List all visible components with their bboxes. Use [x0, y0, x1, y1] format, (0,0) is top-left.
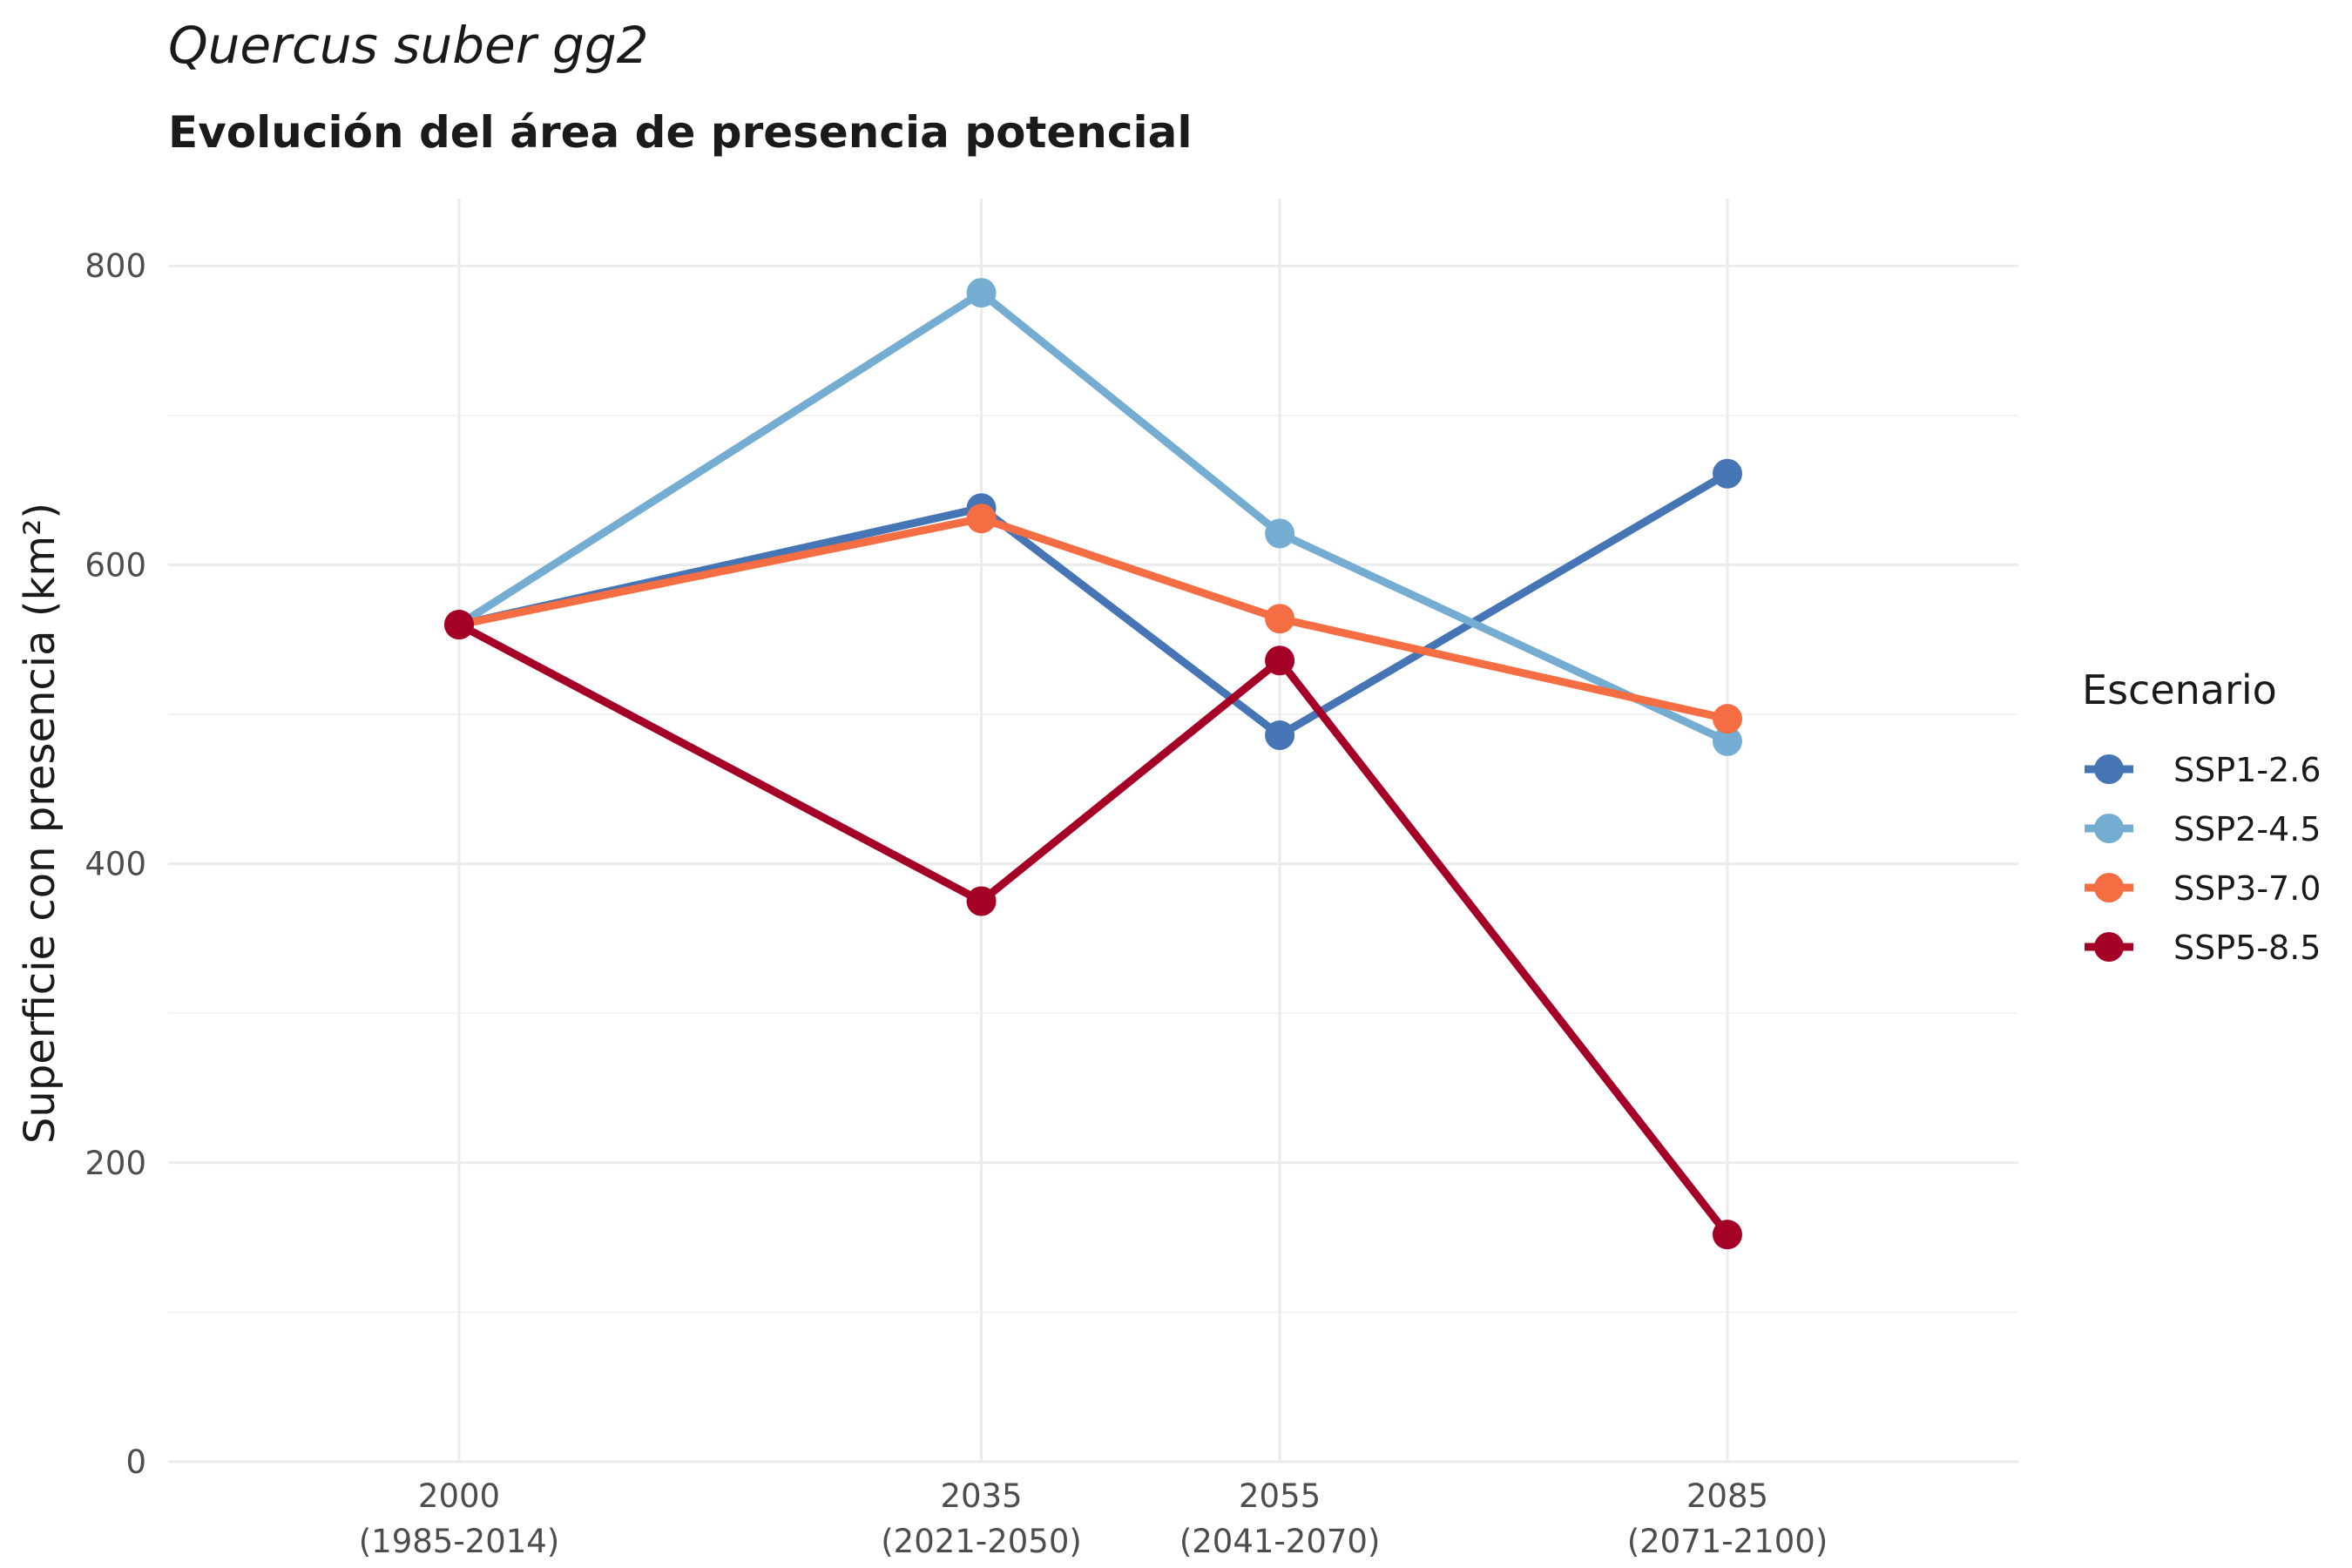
data-point-ssp1-2-6 [1712, 458, 1742, 489]
legend-key-point-ssp1-2-6 [2094, 754, 2124, 784]
legend-key-point-ssp5-8-5 [2094, 932, 2124, 962]
x-tick-sublabel: (1985-2014) [359, 1523, 560, 1560]
y-axis-title: Superficie con presencia (km²) [16, 503, 64, 1144]
series-line-ssp1-2-6 [458, 470, 1730, 740]
data-point-ssp3-7-0 [1712, 704, 1742, 734]
legend-key-point-ssp3-7-0 [2094, 873, 2124, 902]
data-point-ssp5-8-5 [444, 610, 475, 640]
y-tick-label: 0 [125, 1443, 146, 1481]
x-tick-label: 2055 [1239, 1477, 1321, 1515]
series-line-ssp2-4-5 [456, 288, 1729, 745]
data-point-ssp2-4-5 [1265, 518, 1295, 549]
series-line-ssp5-8-5 [456, 621, 1731, 1237]
legend-label-ssp5-8-5: SSP5-8.5 [2173, 929, 2321, 967]
legend-label-ssp2-4-5: SSP2-4.5 [2173, 810, 2321, 848]
series-layer [444, 278, 1742, 1250]
legend-label-ssp3-7-0: SSP3-7.0 [2173, 869, 2321, 908]
data-point-ssp2-4-5 [1712, 726, 1742, 756]
legend-key-point-ssp2-4-5 [2094, 814, 2124, 843]
data-point-ssp5-8-5 [1712, 1220, 1742, 1250]
chart-title: Quercus suber gg2 [168, 16, 649, 75]
data-point-ssp3-7-0 [966, 504, 997, 534]
data-point-ssp1-2-6 [1265, 720, 1295, 751]
y-tick-label: 400 [84, 846, 146, 883]
chart-subtitle: Evolución del área de presencia potencia… [168, 107, 1193, 158]
x-tick-label: 2035 [940, 1477, 1022, 1515]
data-point-ssp5-8-5 [966, 886, 997, 916]
series-line-ssp3-7-0 [458, 514, 1728, 723]
x-tick-sublabel: (2071-2100) [1627, 1523, 1828, 1560]
data-point-ssp5-8-5 [1265, 645, 1295, 676]
x-tick-sublabel: (2021-2050) [881, 1523, 1082, 1560]
data-point-ssp2-4-5 [966, 278, 997, 308]
legend: Escenario SSP1-2.6 SSP2-4.5 SSP3-7.0 SSP5-8… [2082, 666, 2321, 967]
y-tick-label: 800 [84, 247, 146, 285]
legend-title: Escenario [2082, 666, 2277, 713]
x-axis-ticks: 2000 (1985-2014) 2035 (2021-2050) 2055 (2041-… [359, 1477, 1828, 1560]
legend-label-ssp1-2-6: SSP1-2.6 [2173, 751, 2321, 789]
x-tick-sublabel: (2041-2070) [1179, 1523, 1381, 1560]
y-tick-label: 200 [84, 1145, 146, 1182]
x-tick-label: 2085 [1686, 1477, 1768, 1515]
grid-lines [168, 199, 2018, 1463]
data-point-ssp3-7-0 [1265, 604, 1295, 634]
x-tick-label: 2000 [418, 1477, 500, 1515]
y-tick-label: 600 [84, 546, 146, 584]
y-axis-ticks: 0 200 400 600 800 [84, 247, 146, 1481]
